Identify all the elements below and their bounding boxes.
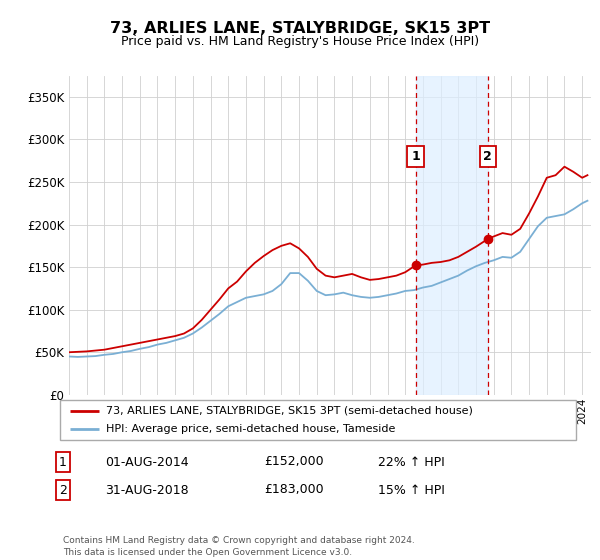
FancyBboxPatch shape — [60, 400, 576, 440]
Text: 2: 2 — [484, 150, 492, 163]
Text: £152,000: £152,000 — [264, 455, 323, 469]
Text: 1: 1 — [411, 150, 420, 163]
Text: £183,000: £183,000 — [264, 483, 323, 497]
Text: 01-AUG-2014: 01-AUG-2014 — [105, 455, 188, 469]
Text: 1: 1 — [59, 455, 67, 469]
Text: HPI: Average price, semi-detached house, Tameside: HPI: Average price, semi-detached house,… — [106, 424, 396, 434]
Text: 15% ↑ HPI: 15% ↑ HPI — [378, 483, 445, 497]
Text: 73, ARLIES LANE, STALYBRIDGE, SK15 3PT: 73, ARLIES LANE, STALYBRIDGE, SK15 3PT — [110, 21, 490, 36]
Text: 2: 2 — [59, 483, 67, 497]
Text: Price paid vs. HM Land Registry's House Price Index (HPI): Price paid vs. HM Land Registry's House … — [121, 35, 479, 48]
Text: Contains HM Land Registry data © Crown copyright and database right 2024.
This d: Contains HM Land Registry data © Crown c… — [63, 536, 415, 557]
Text: 31-AUG-2018: 31-AUG-2018 — [105, 483, 188, 497]
Text: 73, ARLIES LANE, STALYBRIDGE, SK15 3PT (semi-detached house): 73, ARLIES LANE, STALYBRIDGE, SK15 3PT (… — [106, 406, 473, 416]
Bar — [416, 76, 488, 395]
Text: 22% ↑ HPI: 22% ↑ HPI — [378, 455, 445, 469]
